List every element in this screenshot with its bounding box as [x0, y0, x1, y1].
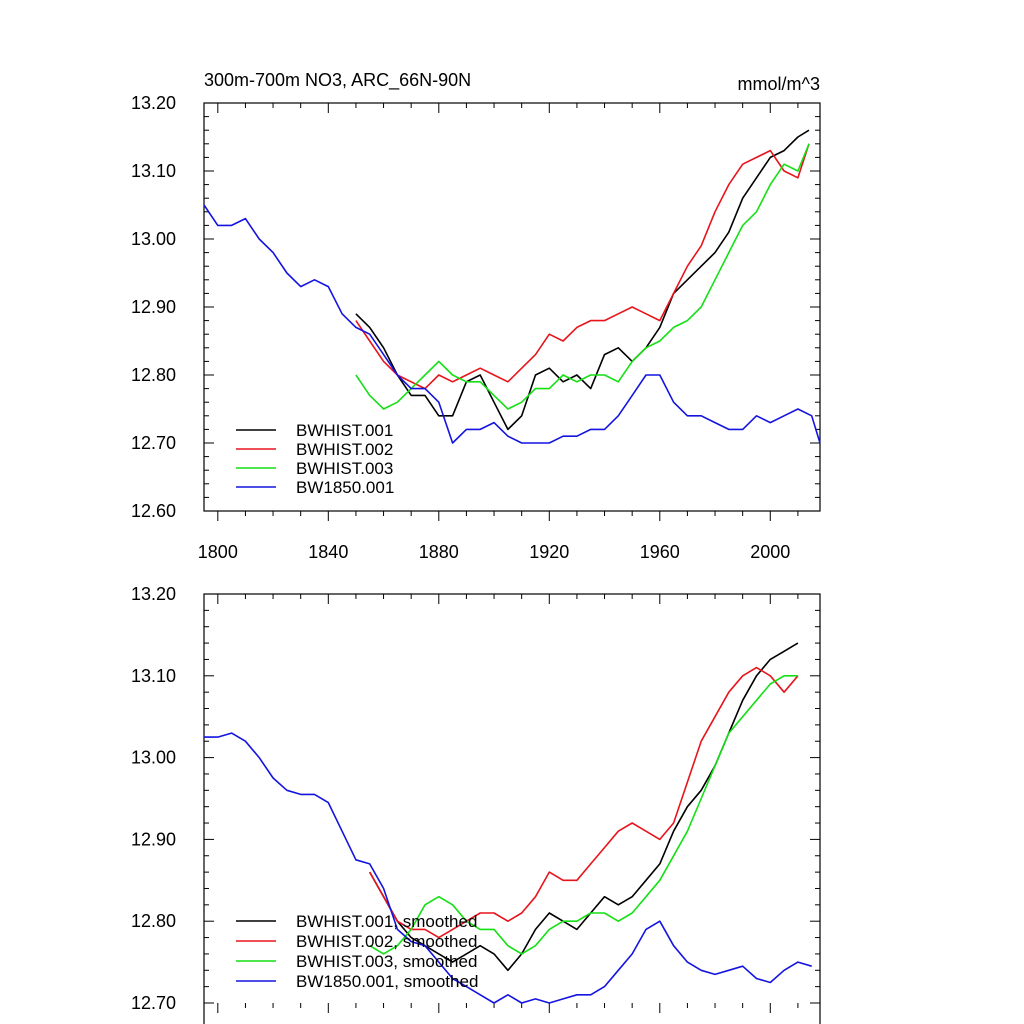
- series-line-bwhist-002: [369, 666, 799, 939]
- legend-label: BW1850.001: [296, 478, 394, 497]
- units-label: mmol/m^3: [738, 74, 820, 94]
- x-tick-label: 1960: [640, 542, 680, 562]
- top-axis-ticks: 12.60 12.70 12.80 12.90 13.00 13.10 13.20 1800 1…: [131, 93, 820, 562]
- y-tick-label: 13.00: [131, 748, 176, 768]
- y-tick-label: 12.90: [131, 297, 176, 317]
- series-line-bw1850-001: [204, 732, 812, 1004]
- series-line-bwhist-003: [355, 143, 810, 410]
- legend-label: BWHIST.002: [296, 440, 393, 459]
- series-line-bw1850-001: [203, 204, 821, 444]
- bottom-plot-frame: [203, 593, 821, 1024]
- legend-label: BWHIST.001: [296, 421, 393, 440]
- y-tick-label: 13.10: [131, 666, 176, 686]
- top-panel: 300m-700m NO3, ARC_66N-90N mmol/m^3 12.6…: [131, 70, 821, 562]
- legend-label: BWHIST.003, smoothed: [296, 952, 477, 971]
- legend-label: BWHIST.002, smoothed: [296, 932, 477, 951]
- x-tick-label: 2000: [750, 542, 790, 562]
- bottom-series-group: [204, 642, 812, 1004]
- series-line-bwhist-003: [369, 674, 798, 955]
- y-tick-label: 13.00: [131, 229, 176, 249]
- top-series-group: [203, 129, 821, 444]
- legend-label: BWHIST.001, smoothed: [296, 912, 477, 931]
- y-tick-label: 13.10: [131, 161, 176, 181]
- legend-label: BWHIST.003: [296, 459, 393, 478]
- y-tick-label: 12.60: [131, 501, 176, 521]
- series-line-bwhist-001: [355, 129, 810, 431]
- x-tick-label: 1800: [198, 542, 238, 562]
- y-tick-label: 13.20: [131, 93, 176, 113]
- x-tick-label: 1840: [308, 542, 348, 562]
- y-tick-label: 12.70: [131, 993, 176, 1013]
- chart-title: 300m-700m NO3, ARC_66N-90N: [204, 70, 471, 91]
- y-tick-label: 12.80: [131, 911, 176, 931]
- y-tick-label: 12.70: [131, 433, 176, 453]
- x-tick-label: 1920: [529, 542, 569, 562]
- y-tick-label: 13.20: [131, 584, 176, 604]
- series-line-bwhist-002: [355, 143, 810, 390]
- legend-label: BW1850.001, smoothed: [296, 972, 478, 991]
- y-tick-label: 12.80: [131, 365, 176, 385]
- bottom-panel: 12.70 12.80 12.90 13.00 13.10 13.20 BWHIST.00…: [131, 584, 821, 1024]
- y-tick-label: 12.90: [131, 829, 176, 849]
- x-tick-label: 1880: [419, 542, 459, 562]
- bottom-axis-ticks: 12.70 12.80 12.90 13.00 13.10 13.20: [131, 584, 820, 1013]
